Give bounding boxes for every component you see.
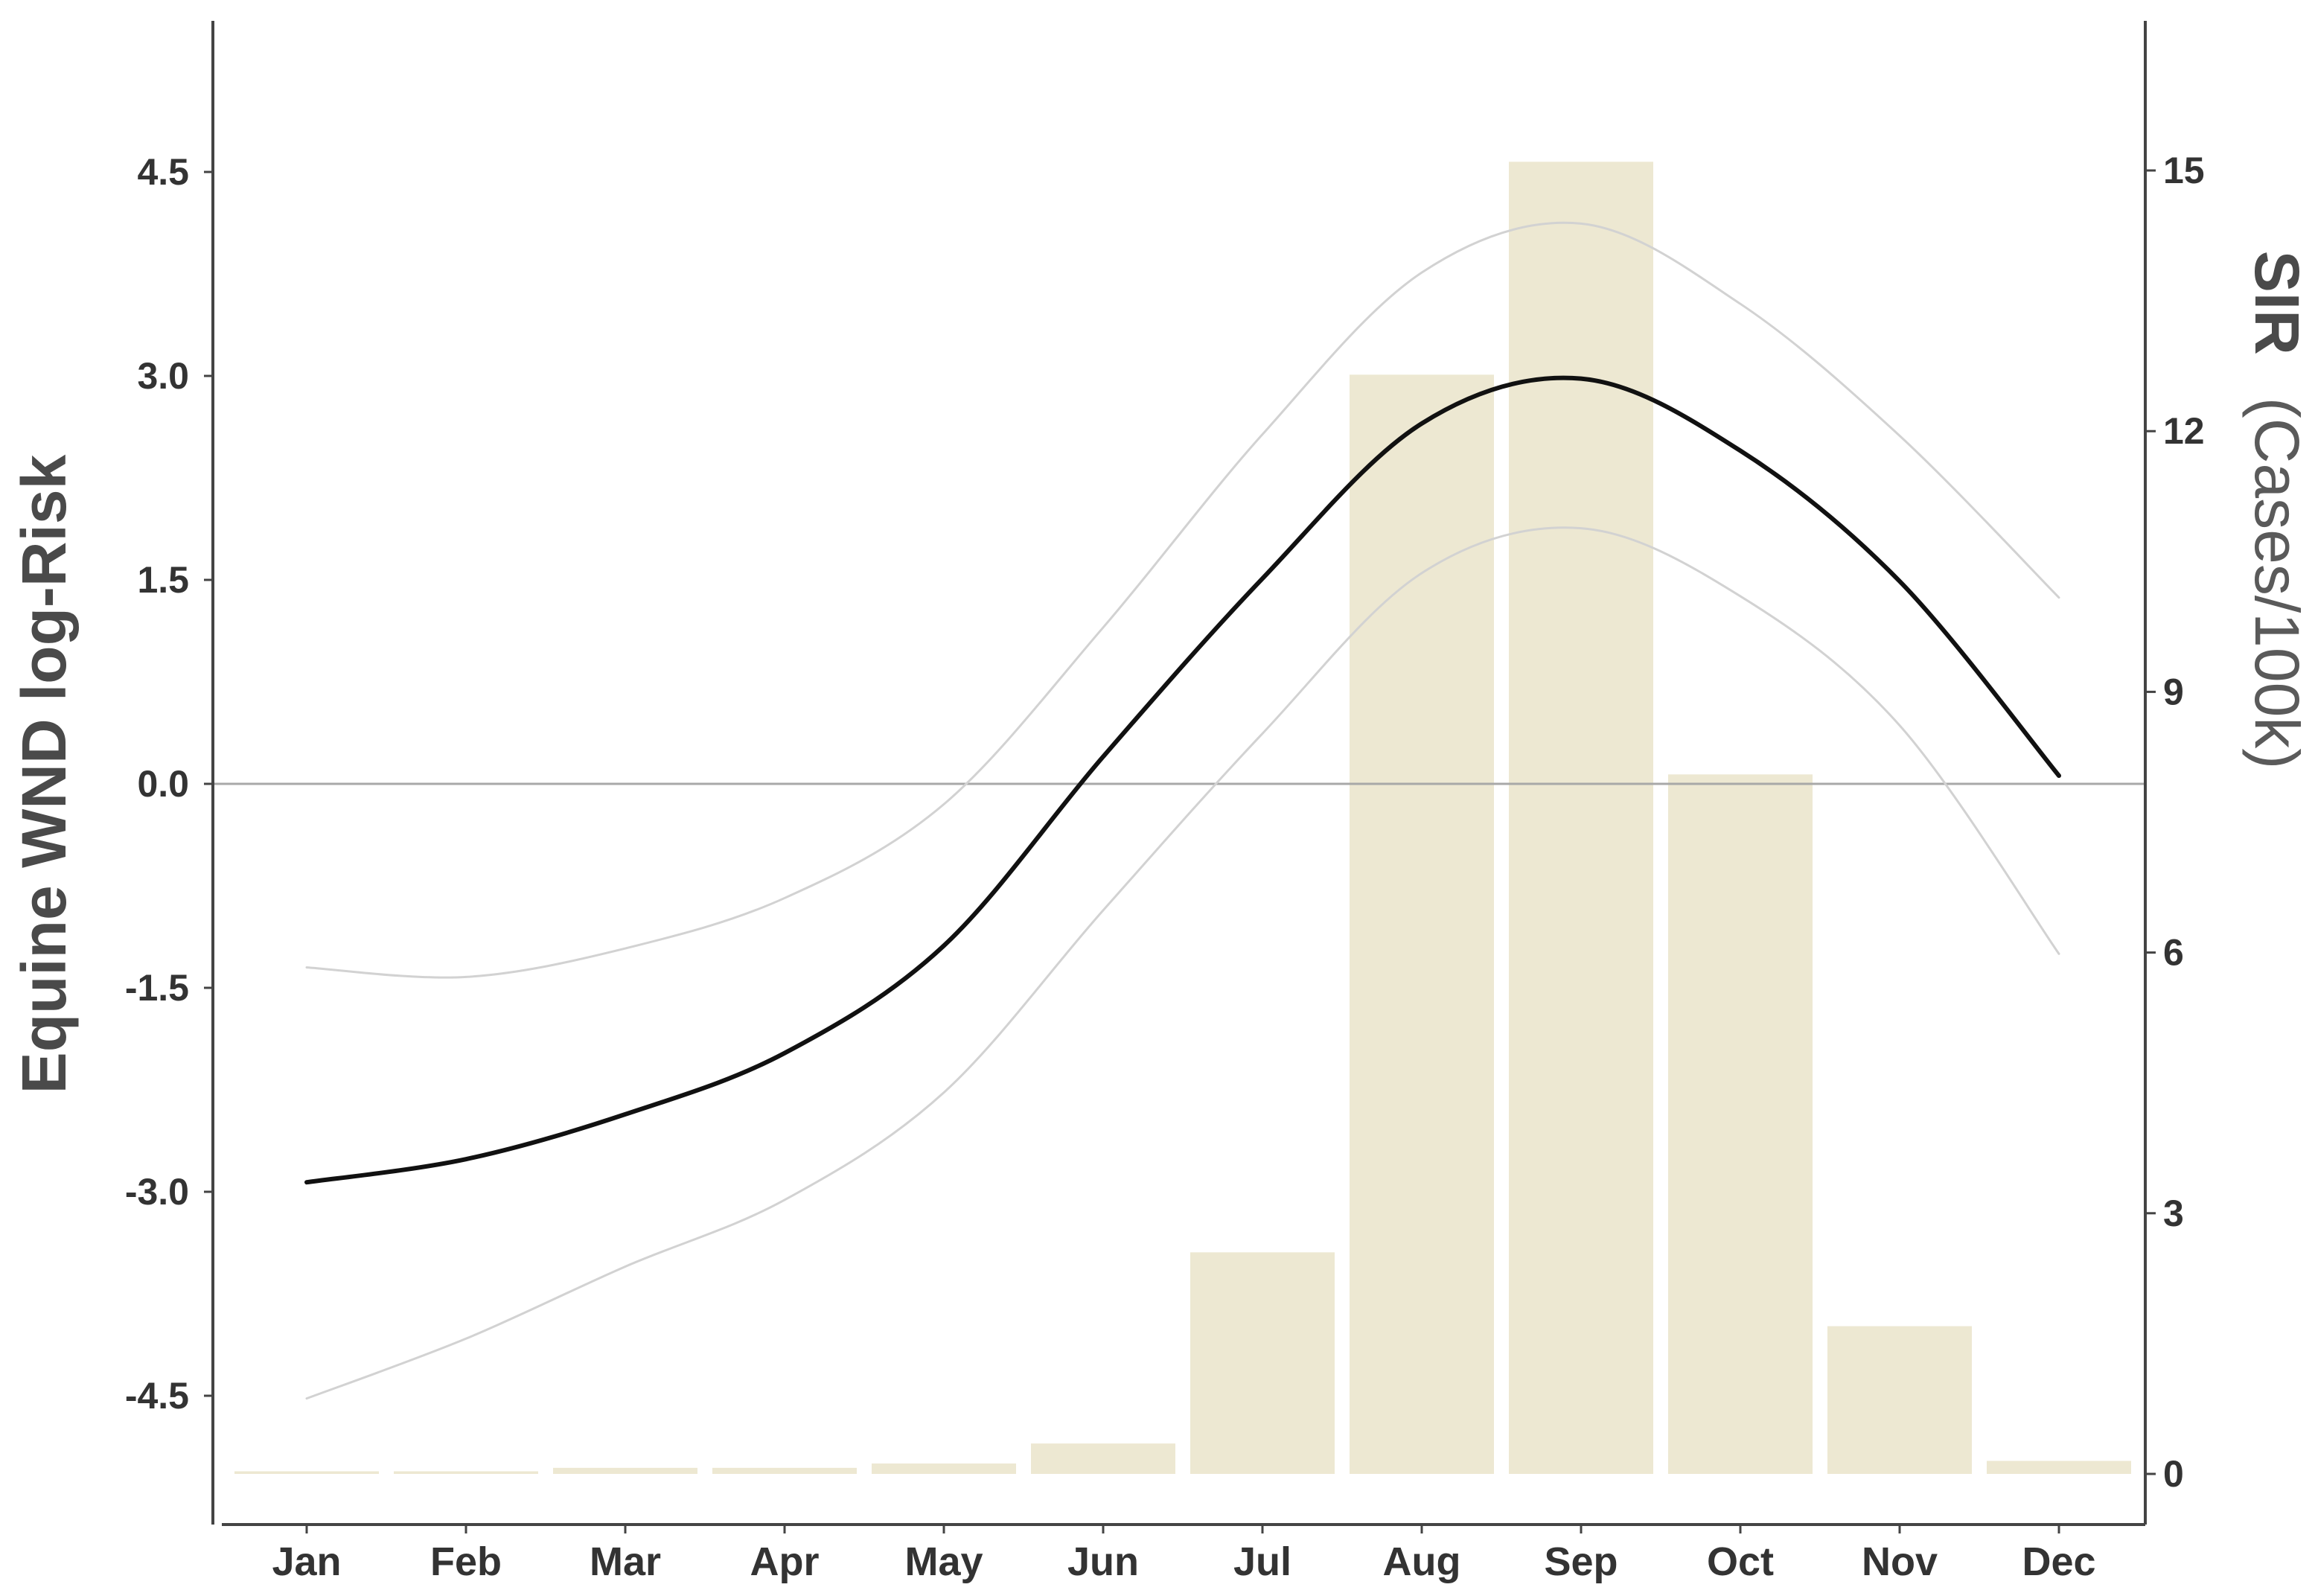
right-y-tick-label: 6	[2163, 932, 2184, 974]
left-y-tick-label: 1.5	[137, 559, 189, 601]
sir-bar-oct	[1668, 774, 1813, 1474]
sir-bar-jun	[1031, 1443, 1175, 1474]
x-tick-label-mar: Mar	[590, 1539, 661, 1584]
sir-bar-jan	[234, 1471, 379, 1474]
x-tick-label-dec: Dec	[2022, 1539, 2095, 1584]
x-tick-label-oct: Oct	[1707, 1539, 1774, 1584]
x-tick-label-sep: Sep	[1544, 1539, 1618, 1584]
sir-bar-nov	[1827, 1326, 1972, 1474]
x-axis-ticks: Jan Feb Mar Apr May Jun Jul Aug Sep Oct Nov Dec	[272, 1525, 2096, 1584]
sir-bar-jul	[1190, 1252, 1335, 1474]
left-y-tick-label: 0.0	[137, 763, 189, 805]
right-y-tick-label: 3	[2163, 1193, 2184, 1234]
x-tick-label-nov: Nov	[1862, 1539, 1938, 1584]
bars-layer	[234, 162, 2131, 1474]
right-y-tick-label: 12	[2163, 410, 2205, 452]
left-y-tick-label: -3.0	[125, 1171, 189, 1213]
right-y-tick-label: 9	[2163, 671, 2184, 712]
sir-bar-dec	[1987, 1461, 2131, 1474]
x-tick-label-jul: Jul	[1233, 1539, 1291, 1584]
right-y-axis-title-unit: (Cases/100k)	[2242, 398, 2312, 770]
x-tick-label-aug: Aug	[1383, 1539, 1461, 1584]
sir-bar-aug	[1350, 374, 1494, 1474]
x-tick-label-apr: Apr	[750, 1539, 820, 1584]
sir-bar-apr	[712, 1467, 857, 1474]
sir-bar-sep	[1509, 162, 1653, 1474]
left-y-tick-label: -1.5	[125, 967, 189, 1009]
left-y-tick-label: -4.5	[125, 1375, 189, 1417]
x-tick-label-jun: Jun	[1067, 1539, 1139, 1584]
sir-bar-mar	[553, 1467, 697, 1474]
x-tick-label-jan: Jan	[272, 1539, 341, 1584]
left-y-tick-label: 3.0	[137, 355, 189, 397]
x-tick-label-may: May	[904, 1539, 983, 1584]
left-y-tick-label: 4.5	[137, 151, 189, 193]
sir-bar-feb	[394, 1471, 538, 1474]
right-y-axis-title: SIR (Cases/100k)	[2241, 251, 2312, 770]
left-y-axis-title: Equine WND log-Risk	[9, 454, 79, 1094]
left-y-ticks: 4.5 3.0 1.5 0.0 -1.5 -3.0 -4.5	[125, 151, 213, 1417]
right-y-tick-label: 0	[2163, 1453, 2184, 1495]
upper-confidence-curve	[305, 221, 2060, 979]
right-y-tick-label: 15	[2163, 150, 2205, 191]
x-tick-label-feb: Feb	[430, 1539, 502, 1584]
sir-bar-may	[872, 1463, 1016, 1474]
lower-confidence-curve	[305, 526, 2060, 1400]
right-y-ticks: 15 12 9 6 3 0	[2145, 150, 2205, 1495]
log-risk-curve	[304, 375, 2061, 1185]
right-y-axis-title-bold: SIR	[2242, 251, 2312, 355]
axes-layer	[211, 21, 2147, 1526]
lines-layer	[304, 221, 2061, 1400]
